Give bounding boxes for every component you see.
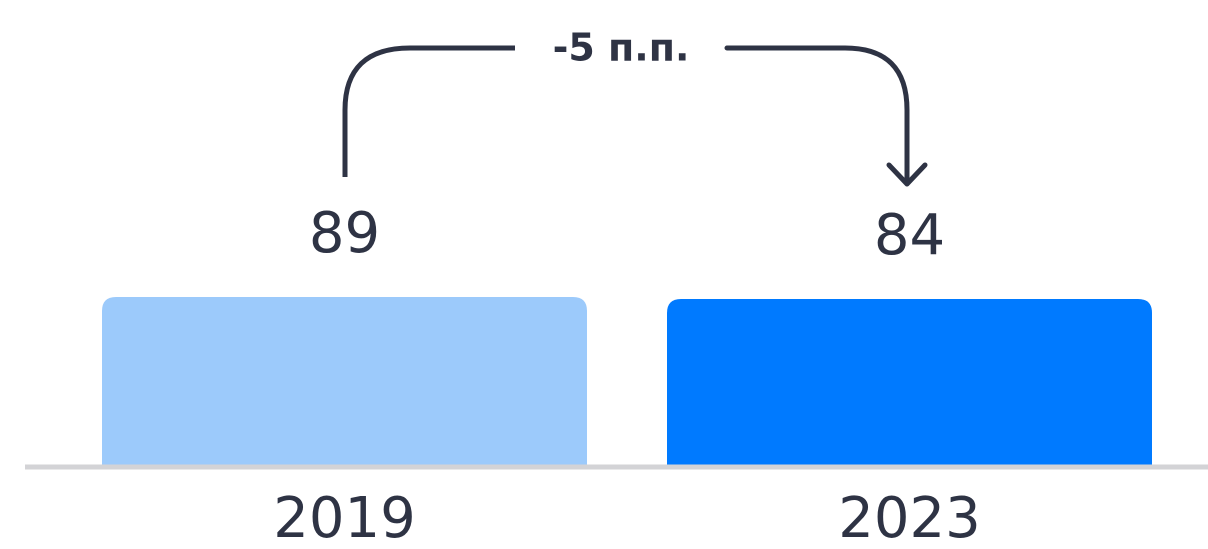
value-label: 89 bbox=[309, 201, 380, 266]
value-label: 84 bbox=[874, 203, 945, 268]
arrow-left bbox=[342, 45, 515, 177]
arrow-right bbox=[724, 45, 928, 187]
x-tick-label: 2023 bbox=[838, 486, 981, 549]
x-tick-label: 2019 bbox=[273, 486, 416, 549]
bar bbox=[102, 297, 587, 466]
annotation: -5 п.п. bbox=[553, 26, 690, 70]
bar bbox=[667, 299, 1152, 466]
